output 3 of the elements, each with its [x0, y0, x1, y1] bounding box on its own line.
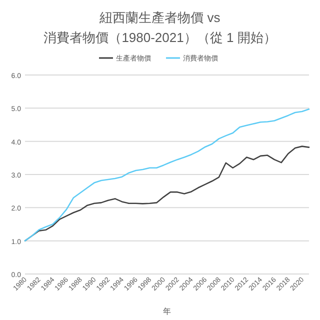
x-axis-title: 年 — [163, 307, 171, 316]
line-series — [24, 108, 310, 242]
title: 紐西蘭生產者物價 vs 消費者物價（1980-2021）（從 1 開始） — [44, 10, 276, 45]
